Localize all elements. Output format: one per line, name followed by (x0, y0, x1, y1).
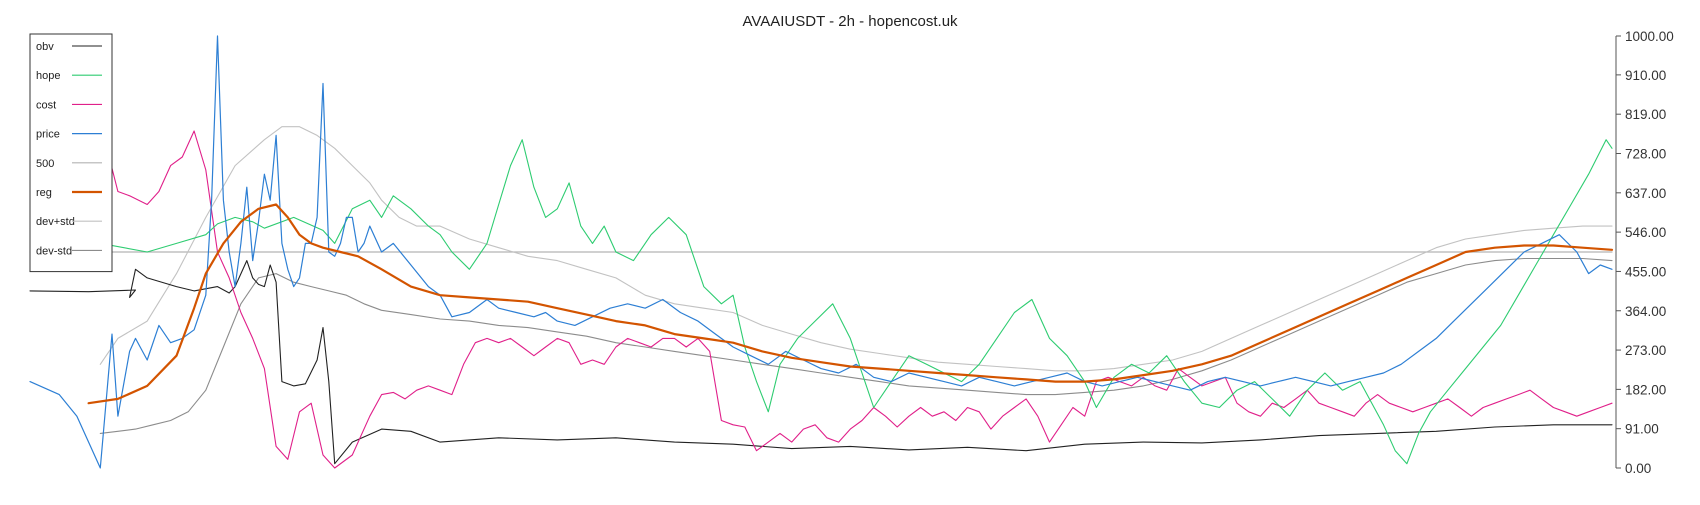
legend-label-dev-std: dev-std (36, 245, 72, 257)
y-tick-label: 182.00 (1625, 382, 1666, 397)
y-tick-label: 0.00 (1625, 461, 1651, 476)
legend-label-500: 500 (36, 158, 54, 170)
y-axis: 0.00 91.00 182.00 273.00 364.00 455.00 546.00 6… (1615, 29, 1674, 476)
series-line-obv (29, 260, 1613, 465)
legend-label-hope: hope (36, 70, 60, 82)
y-tick-label: 819.00 (1625, 107, 1666, 122)
y-tick-label: 910.00 (1625, 68, 1666, 83)
legend-label-cost: cost (36, 99, 56, 111)
y-tick-label: 364.00 (1625, 304, 1666, 319)
series-line-cost (29, 35, 1613, 469)
y-tick-label: 728.00 (1625, 147, 1666, 162)
chart-title: AVAAIUSDT - 2h - hopencost.uk (742, 13, 958, 30)
y-tick-label: 637.00 (1625, 186, 1666, 201)
series-line-dev-std (99, 257, 1613, 434)
series-layer (29, 35, 1614, 469)
legend-label-price: price (36, 129, 60, 141)
y-tick-label: 91.00 (1625, 422, 1659, 437)
series-line-reg (87, 203, 1614, 405)
y-tick-label: 546.00 (1625, 225, 1666, 240)
series-line-price (29, 35, 1613, 469)
y-tick-label: 455.00 (1625, 264, 1666, 279)
legend-label-reg: reg (36, 187, 52, 199)
legend: obv hope cost price 500 reg dev+std dev-std (29, 33, 113, 273)
series-line-dev-std (99, 126, 1613, 372)
legend-label-obv: obv (36, 41, 54, 53)
y-tick-label: 273.00 (1625, 343, 1666, 358)
legend-box (29, 33, 113, 273)
legend-label-dev-std: dev+std (36, 216, 75, 228)
series-line-hope (29, 139, 1613, 465)
y-tick-label: 1000.00 (1625, 29, 1674, 44)
